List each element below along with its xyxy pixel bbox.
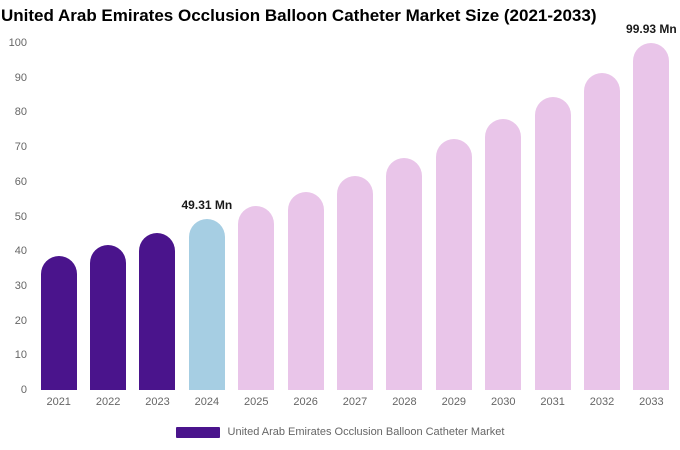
bar-2023[interactable]	[139, 233, 176, 390]
x-axis-label: 2028	[392, 396, 417, 408]
chart-title: United Arab Emirates Occlusion Balloon C…	[1, 6, 597, 25]
legend-swatch	[175, 426, 220, 438]
bar-2026[interactable]	[287, 191, 324, 390]
bar-2022[interactable]	[90, 244, 127, 390]
x-axis-label: 2021	[46, 396, 71, 408]
x-axis-label: 2031	[540, 396, 565, 408]
y-axis-label: 10	[14, 349, 27, 362]
bar-2031[interactable]	[534, 97, 571, 390]
x-axis-label: 2027	[342, 396, 368, 408]
bar-cell	[330, 43, 379, 390]
bar-2030[interactable]	[485, 119, 522, 390]
x-axis-label: 2032	[589, 396, 615, 408]
legend-label: United Arab Emirates Occlusion Balloon C…	[227, 426, 505, 438]
legend-item[interactable]: United Arab Emirates Occlusion Balloon C…	[0, 426, 680, 438]
x-axis-label: 2024	[194, 396, 220, 408]
bar-cell	[380, 43, 429, 390]
bar-2032[interactable]	[583, 73, 620, 390]
bar-cell	[577, 43, 626, 390]
y-axis-label: 80	[14, 106, 27, 119]
x-axis-label: 2026	[293, 396, 318, 408]
y-axis-label: 20	[14, 314, 27, 327]
y-axis-label: 0	[20, 384, 27, 396]
bar-cell: 49.31 Mn	[182, 43, 232, 390]
bar-2033[interactable]: 99.93 Mn	[626, 22, 677, 390]
y-axis-label: 50	[14, 210, 27, 223]
bar-2029[interactable]	[435, 139, 472, 390]
plot-area: 49.31 Mn 99.93 Mn	[34, 22, 677, 390]
x-axis-label: 2022	[95, 396, 121, 408]
bar-value-label: 99.93 Mn	[626, 22, 677, 37]
bar-cell	[83, 43, 132, 390]
bar-2027[interactable]	[337, 175, 374, 390]
bar-value-label: 49.31 Mn	[181, 197, 233, 212]
bar-2024[interactable]: 49.31 Mn	[182, 198, 232, 390]
bar-cell	[479, 43, 528, 390]
x-axis-label: 2029	[441, 396, 467, 408]
y-axis-label: 90	[14, 71, 27, 84]
bar-cell	[281, 43, 330, 390]
y-axis-label: 40	[14, 245, 27, 258]
bar-2028[interactable]	[386, 158, 423, 390]
bar-2025[interactable]	[238, 206, 275, 390]
x-axis-label: 2025	[244, 396, 269, 408]
y-axis-label: 100	[8, 37, 27, 49]
y-axis: 0 10 20 30 40 50 60 70 80 90 100	[0, 37, 30, 396]
x-axis-label: 2033	[639, 396, 664, 408]
bar-2021[interactable]	[40, 256, 77, 390]
x-axis: 2021 2022 2023 2024 2025 2026 2027 2028 2029 2030…	[34, 396, 676, 408]
x-axis-label: 2023	[145, 396, 170, 408]
bar-cell	[528, 43, 577, 390]
x-axis-label: 2030	[490, 396, 516, 408]
bar-cell	[232, 43, 281, 390]
bar-cell	[429, 43, 478, 390]
bar-cell	[133, 43, 182, 390]
y-axis-label: 70	[14, 141, 27, 154]
y-axis-label: 30	[14, 279, 27, 292]
y-axis-label: 60	[14, 175, 27, 188]
bar-cell: 99.93 Mn	[626, 22, 677, 390]
bar-cell	[34, 43, 83, 390]
